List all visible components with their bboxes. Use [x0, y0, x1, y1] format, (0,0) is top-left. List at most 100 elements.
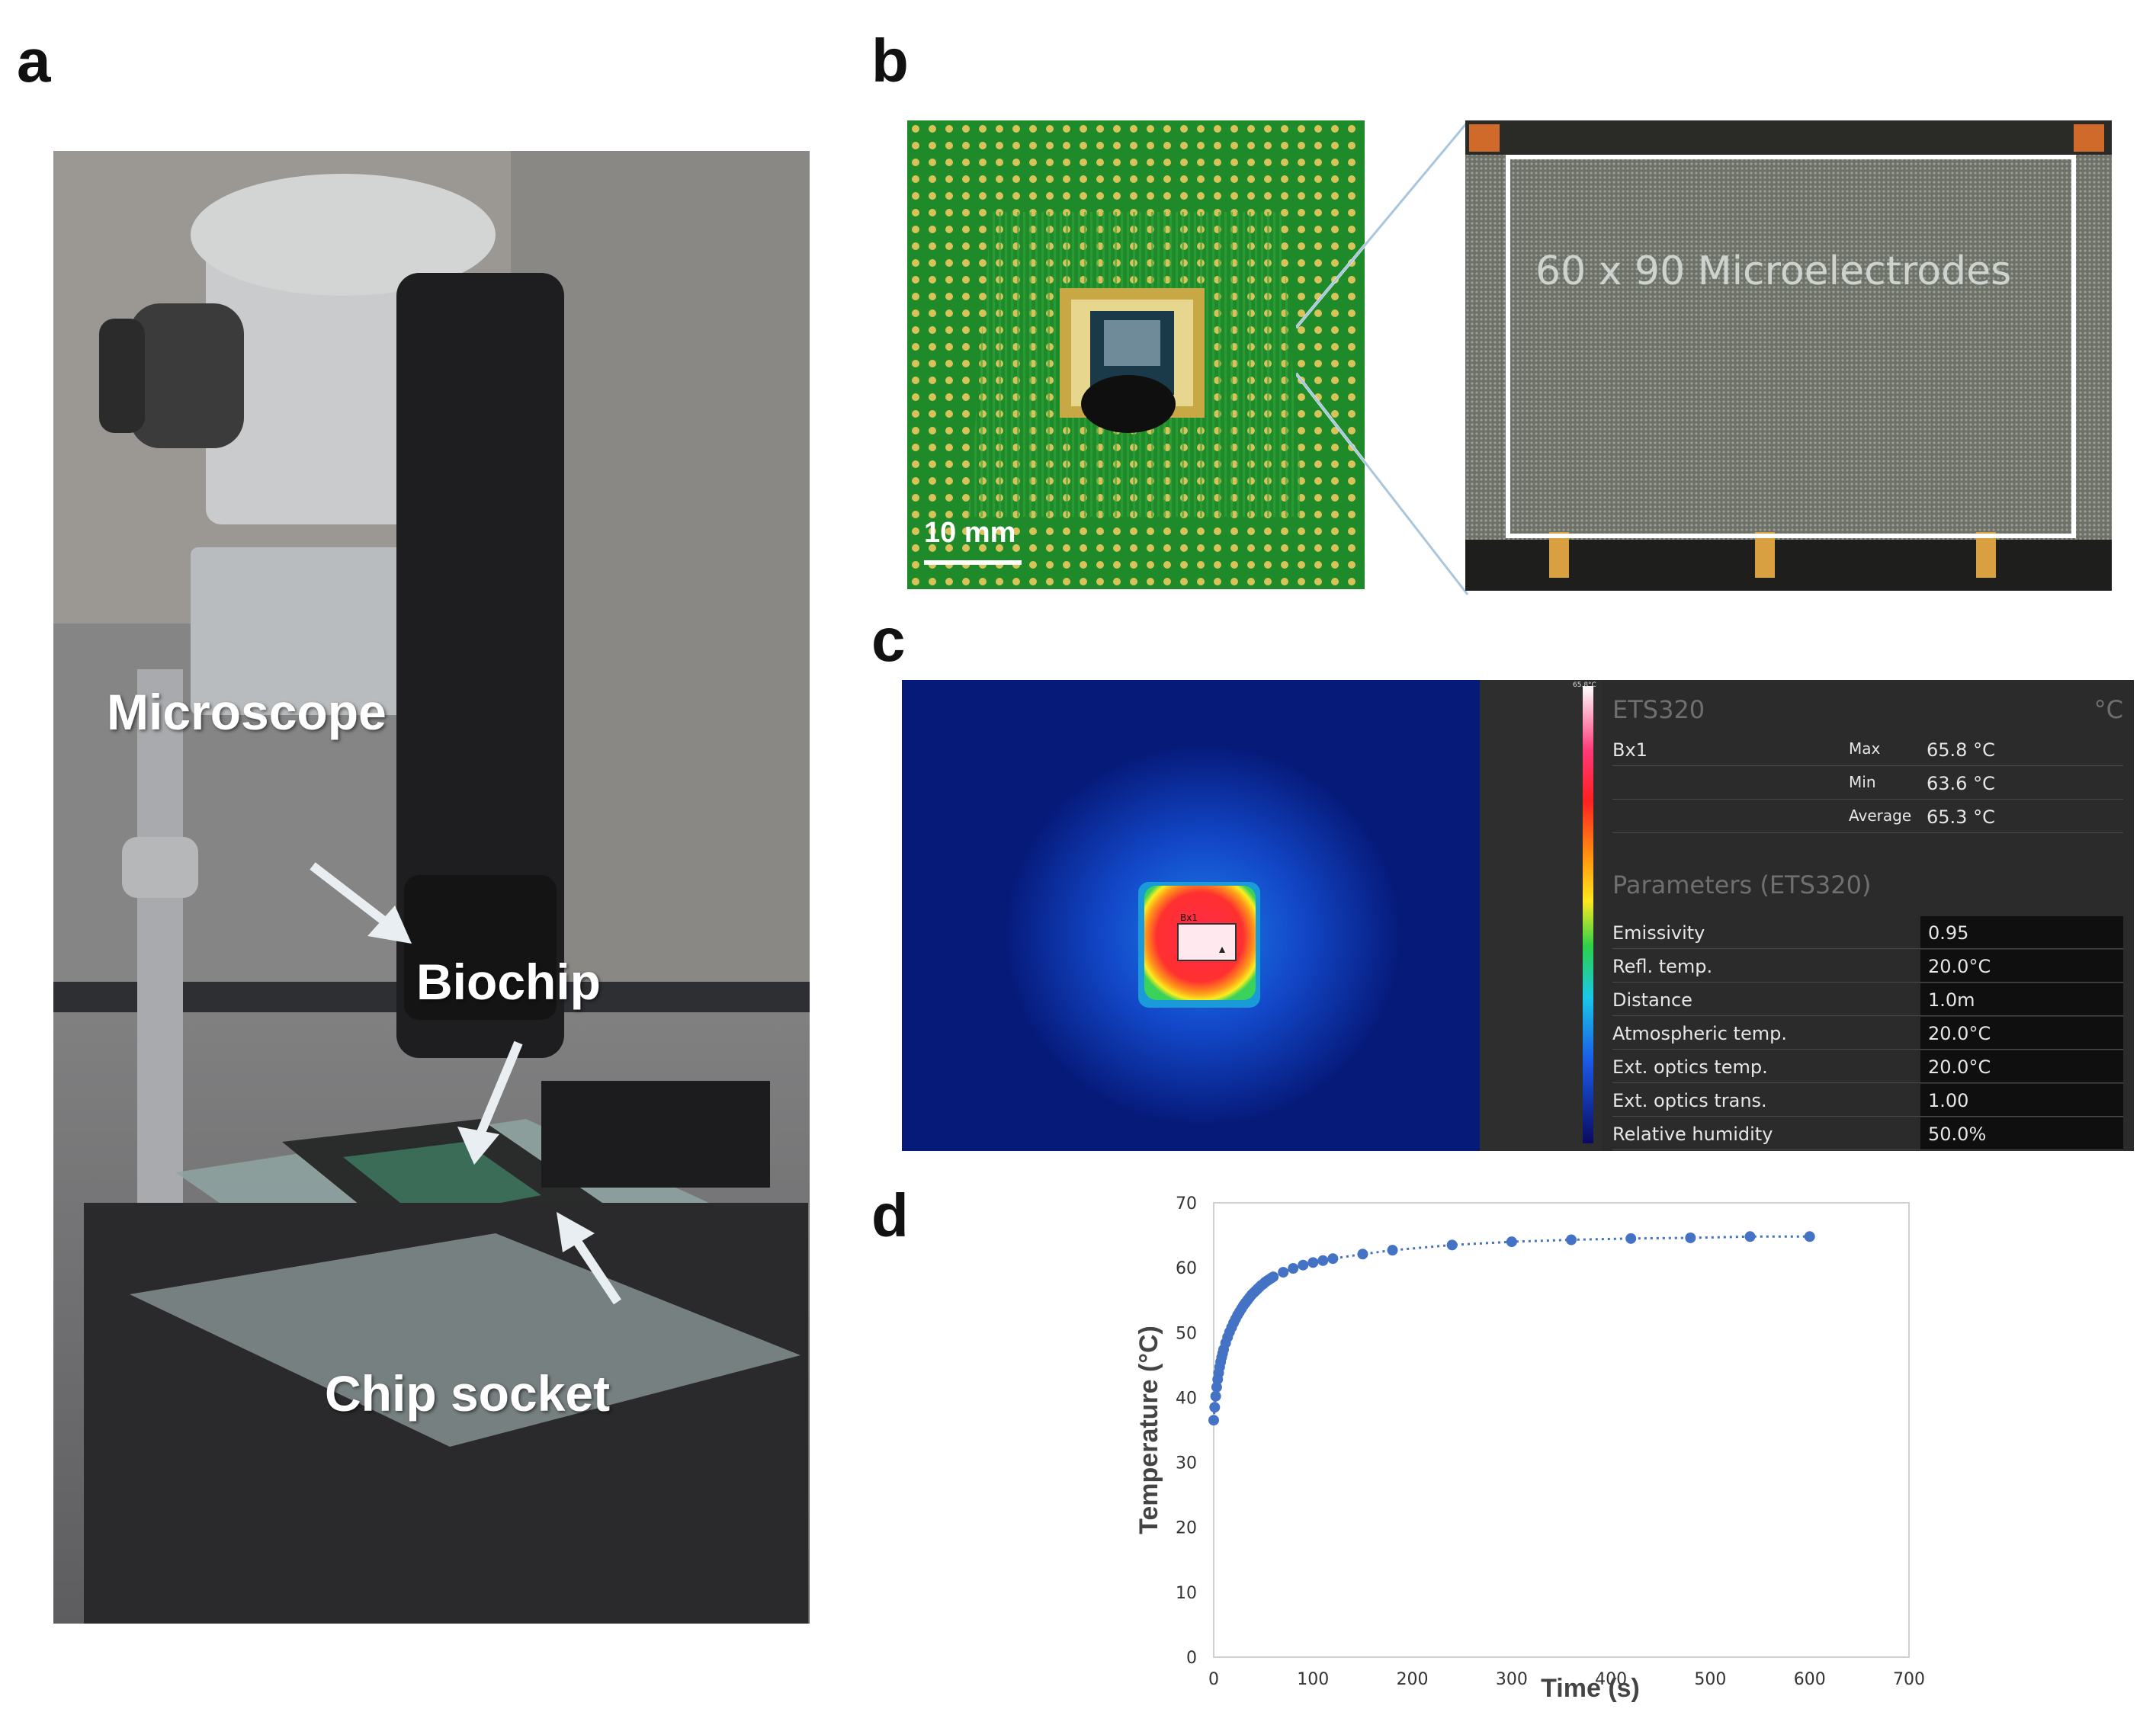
parameter-row: Atmospheric temp. 20.0°C [1612, 1017, 2123, 1050]
stat-label: Min [1849, 773, 1876, 791]
data-point [1268, 1271, 1279, 1283]
stat-value: 65.8 °C [1927, 739, 1995, 761]
y-tick-label: 0 [1186, 1649, 1197, 1668]
thermal-image: Bx1 [902, 680, 1480, 1151]
parameter-value-box: 1.00 [1920, 1084, 2123, 1116]
parameter-value-box: 1.0m [1920, 983, 2123, 1015]
data-point [1744, 1231, 1756, 1242]
x-tick-label: 100 [1297, 1670, 1329, 1689]
x-tick-label: 700 [1893, 1670, 1925, 1689]
x-tick-label: 0 [1208, 1670, 1219, 1689]
parameter-label: Relative humidity [1612, 1124, 1773, 1145]
biochip-label: Biochip [416, 954, 601, 1010]
temperature-chart: 0 10 20 30 40 50 60 70 0 100 200 300 400 500 600 700 T… [1134, 1194, 1925, 1703]
pcb-illustration [907, 120, 1365, 589]
parameter-value: 20.0°C [1928, 1056, 1991, 1078]
parameter-value-box: 20.0°C [1920, 1050, 2123, 1082]
data-point [1298, 1259, 1309, 1271]
parameter-label: Distance [1612, 989, 1692, 1011]
data-point [1446, 1239, 1458, 1251]
scale-bar-label: 10 mm [924, 517, 1016, 549]
chip-socket-label: Chip socket [325, 1365, 611, 1422]
data-point [1307, 1257, 1319, 1268]
data-point [1317, 1255, 1329, 1266]
y-tick-label: 50 [1176, 1324, 1197, 1343]
parameter-row: Ext. optics temp. 20.0°C [1612, 1050, 2123, 1083]
parameter-value-box: 20.0°C [1920, 950, 2123, 982]
data-point [1327, 1253, 1339, 1265]
unit-label: °C [2093, 695, 2123, 724]
parameter-row: Refl. temp. 20.0°C [1612, 950, 2123, 983]
data-point [1278, 1267, 1289, 1278]
y-tick-label: 60 [1176, 1259, 1197, 1278]
array-illustration [1465, 120, 2112, 591]
stat-row-max: Bx1 Max 65.8 °C [1612, 733, 2123, 766]
parameter-row: Emissivity 0.95 [1612, 916, 2123, 949]
y-axis-title: Temperature (°C) [1134, 1326, 1163, 1534]
stat-row-average: Average 65.3 °C [1612, 800, 2123, 833]
parameter-label: Ext. optics temp. [1612, 1056, 1768, 1078]
setup-photo: Microscope Biochip Chip socket [53, 151, 810, 1624]
x-tick-label: 200 [1397, 1670, 1429, 1689]
plot-area [1213, 1202, 1910, 1658]
panel-letter-c: c [871, 606, 906, 674]
colorbar-area: 65.8°C [1480, 680, 1602, 1151]
stat-label: Average [1849, 806, 1912, 825]
measurement-panel: ETS320 °C Bx1 Max 65.8 °C Min 63.6 °C Av… [1602, 680, 2134, 1151]
x-tick-label: 300 [1496, 1670, 1528, 1689]
y-tick-label: 70 [1176, 1194, 1197, 1213]
data-point [1209, 1402, 1221, 1413]
x-axis-title: Time (s) [1541, 1674, 1640, 1703]
stat-value: 65.3 °C [1927, 806, 1995, 828]
data-point [1566, 1234, 1577, 1246]
y-tick-label: 10 [1176, 1584, 1197, 1603]
stat-label: Max [1849, 739, 1881, 758]
parameter-value: 1.00 [1928, 1090, 1969, 1111]
microelectrode-array-photo: 60 x 90 Microelectrodes [1465, 120, 2112, 591]
parameter-label: Emissivity [1612, 922, 1705, 944]
data-point [1506, 1236, 1517, 1248]
pcb-photo: 10 mm [907, 120, 1365, 589]
array-label: 60 x 90 Microelectrodes [1535, 248, 2012, 294]
camera-name: ETS320 [1612, 695, 1705, 724]
thermal-heatmap [902, 680, 1480, 1151]
data-point [1357, 1249, 1368, 1260]
setup-illustration [53, 151, 810, 1624]
parameters-title: Parameters (ETS320) [1612, 870, 1872, 899]
panel-letter-a: a [17, 27, 51, 95]
box-name: Bx1 [1612, 739, 1647, 761]
x-tick-label: 600 [1794, 1670, 1826, 1689]
parameter-value: 20.0°C [1928, 956, 1991, 977]
parameter-label: Atmospheric temp. [1612, 1023, 1787, 1044]
y-tick-label: 20 [1176, 1519, 1197, 1538]
x-tick-label: 400 [1595, 1670, 1627, 1689]
parameter-row: Relative humidity 50.0% [1612, 1117, 2123, 1150]
colorbar [1583, 686, 1593, 1143]
y-tick-label: 30 [1176, 1454, 1197, 1473]
parameter-value: 0.95 [1928, 922, 1969, 944]
stat-row-min: Min 63.6 °C [1612, 767, 2123, 800]
data-point [1208, 1415, 1219, 1426]
parameter-row: Distance 1.0m [1612, 983, 2123, 1016]
data-point [1210, 1390, 1221, 1402]
colorbar-max-label: 65.8°C [1573, 681, 1596, 689]
microscope-label: Microscope [107, 684, 387, 740]
parameter-label: Ext. optics trans. [1612, 1090, 1767, 1111]
parameter-value: 1.0m [1928, 989, 1975, 1011]
data-point [1625, 1233, 1637, 1244]
parameter-value-box: 50.0% [1920, 1117, 2123, 1149]
parameter-value-box: 20.0°C [1920, 1017, 2123, 1049]
data-point [1288, 1262, 1299, 1274]
parameter-value: 50.0% [1928, 1124, 1987, 1145]
x-tick-label: 500 [1694, 1670, 1726, 1689]
data-point [1387, 1245, 1398, 1256]
parameter-label: Refl. temp. [1612, 956, 1713, 977]
parameter-value: 20.0°C [1928, 1023, 1991, 1044]
parameter-value-box: 0.95 [1920, 916, 2123, 948]
stat-value: 63.6 °C [1927, 773, 1995, 794]
parameter-row: Ext. optics trans. 1.00 [1612, 1084, 2123, 1117]
data-point [1211, 1381, 1222, 1393]
panel-letter-d: d [871, 1181, 909, 1249]
zoom-connector-lines [1296, 120, 1469, 596]
panel-letter-b: b [871, 27, 909, 95]
